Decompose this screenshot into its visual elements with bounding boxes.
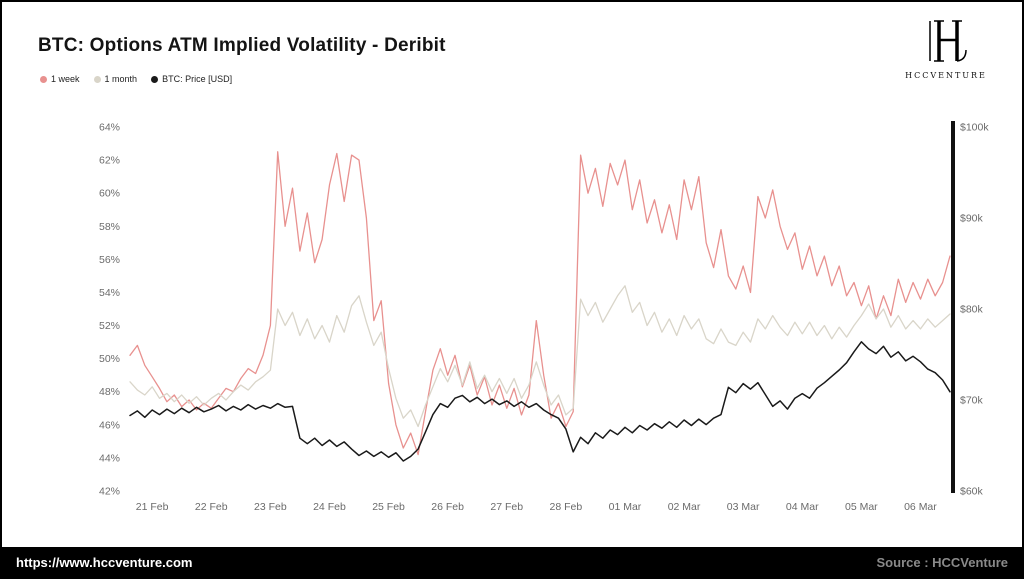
page-title: BTC: Options ATM Implied Volatility - De… [38,35,446,56]
y-left-tick-label: 52% [99,320,120,332]
y-right-tick-label: $80k [960,304,984,316]
legend-dot [40,75,47,83]
x-tick-label: 24 Feb [313,501,346,513]
hccventure-monogram-icon [929,20,967,62]
x-tick-label: 01 Mar [609,501,642,513]
y-right-tick-label: $70k [960,395,984,407]
series-line-1-month [129,285,951,428]
series-line-btc-price-usd- [129,341,951,462]
logo-text: HCCVENTURE [905,71,987,80]
x-tick-label: 21 Feb [136,501,169,513]
legend-item-1-week: 1 week [40,74,80,84]
chart-legend: 1 week 1 month BTC: Price [USD] [40,74,232,84]
y-left-tick-label: 56% [99,254,120,266]
legend-item-1-month: 1 month [93,74,138,84]
y-left-tick-label: 62% [99,155,120,167]
x-tick-label: 27 Feb [490,501,523,513]
y-left-tick-label: 44% [99,452,120,464]
y-right-tick-label: $100k [960,122,989,134]
legend-dot [151,75,159,83]
y-left-tick-label: 60% [99,188,120,200]
chart-area: 42% 44% 46% 48% 50% 52% 54% 56% 58% 60% 62% 64% $60k… [2,97,1022,547]
legend-label: 1 week [51,74,80,84]
legend-label: BTC: Price [USD] [162,74,233,84]
y-left-tick-label: 54% [99,287,120,299]
y-right-tick-label: $90k [960,213,984,225]
x-tick-label: 23 Feb [254,501,287,513]
y-left-tick-label: 50% [99,353,120,365]
x-tick-label: 22 Feb [195,501,228,513]
y-left-tick-label: 42% [99,486,120,498]
x-tick-label: 02 Mar [668,501,701,513]
legend-dot [93,75,101,83]
x-tick-label: 03 Mar [727,501,760,513]
y-left-tick-label: 46% [99,419,120,431]
legend-item-btc-price: BTC: Price [USD] [151,74,232,84]
hccventure-logo: HCCVENTURE [898,18,994,80]
x-tick-label: 25 Feb [372,501,405,513]
x-tick-label: 04 Mar [786,501,819,513]
series-line-1-week [129,151,951,456]
legend-label: 1 month [104,74,138,84]
footer-website-link[interactable]: https://www.hccventure.com [16,554,193,570]
x-tick-label: 06 Mar [904,501,937,513]
y-right-tick-label: $60k [960,486,984,498]
x-tick-label: 05 Mar [845,501,878,513]
y-left-tick-label: 58% [99,221,120,233]
y-left-tick-label: 48% [99,386,120,398]
chart-svg: 42% 44% 46% 48% 50% 52% 54% 56% 58% 60% 62% 64% $60k… [99,121,989,513]
x-tick-label: 26 Feb [431,501,464,513]
x-tick-label: 28 Feb [550,501,583,513]
y-left-tick-label: 64% [99,122,120,134]
footer-bar: https://www.hccventure.com Source : HCCV… [2,547,1022,577]
footer-source-credit: Source : HCCVenture [876,554,1008,570]
